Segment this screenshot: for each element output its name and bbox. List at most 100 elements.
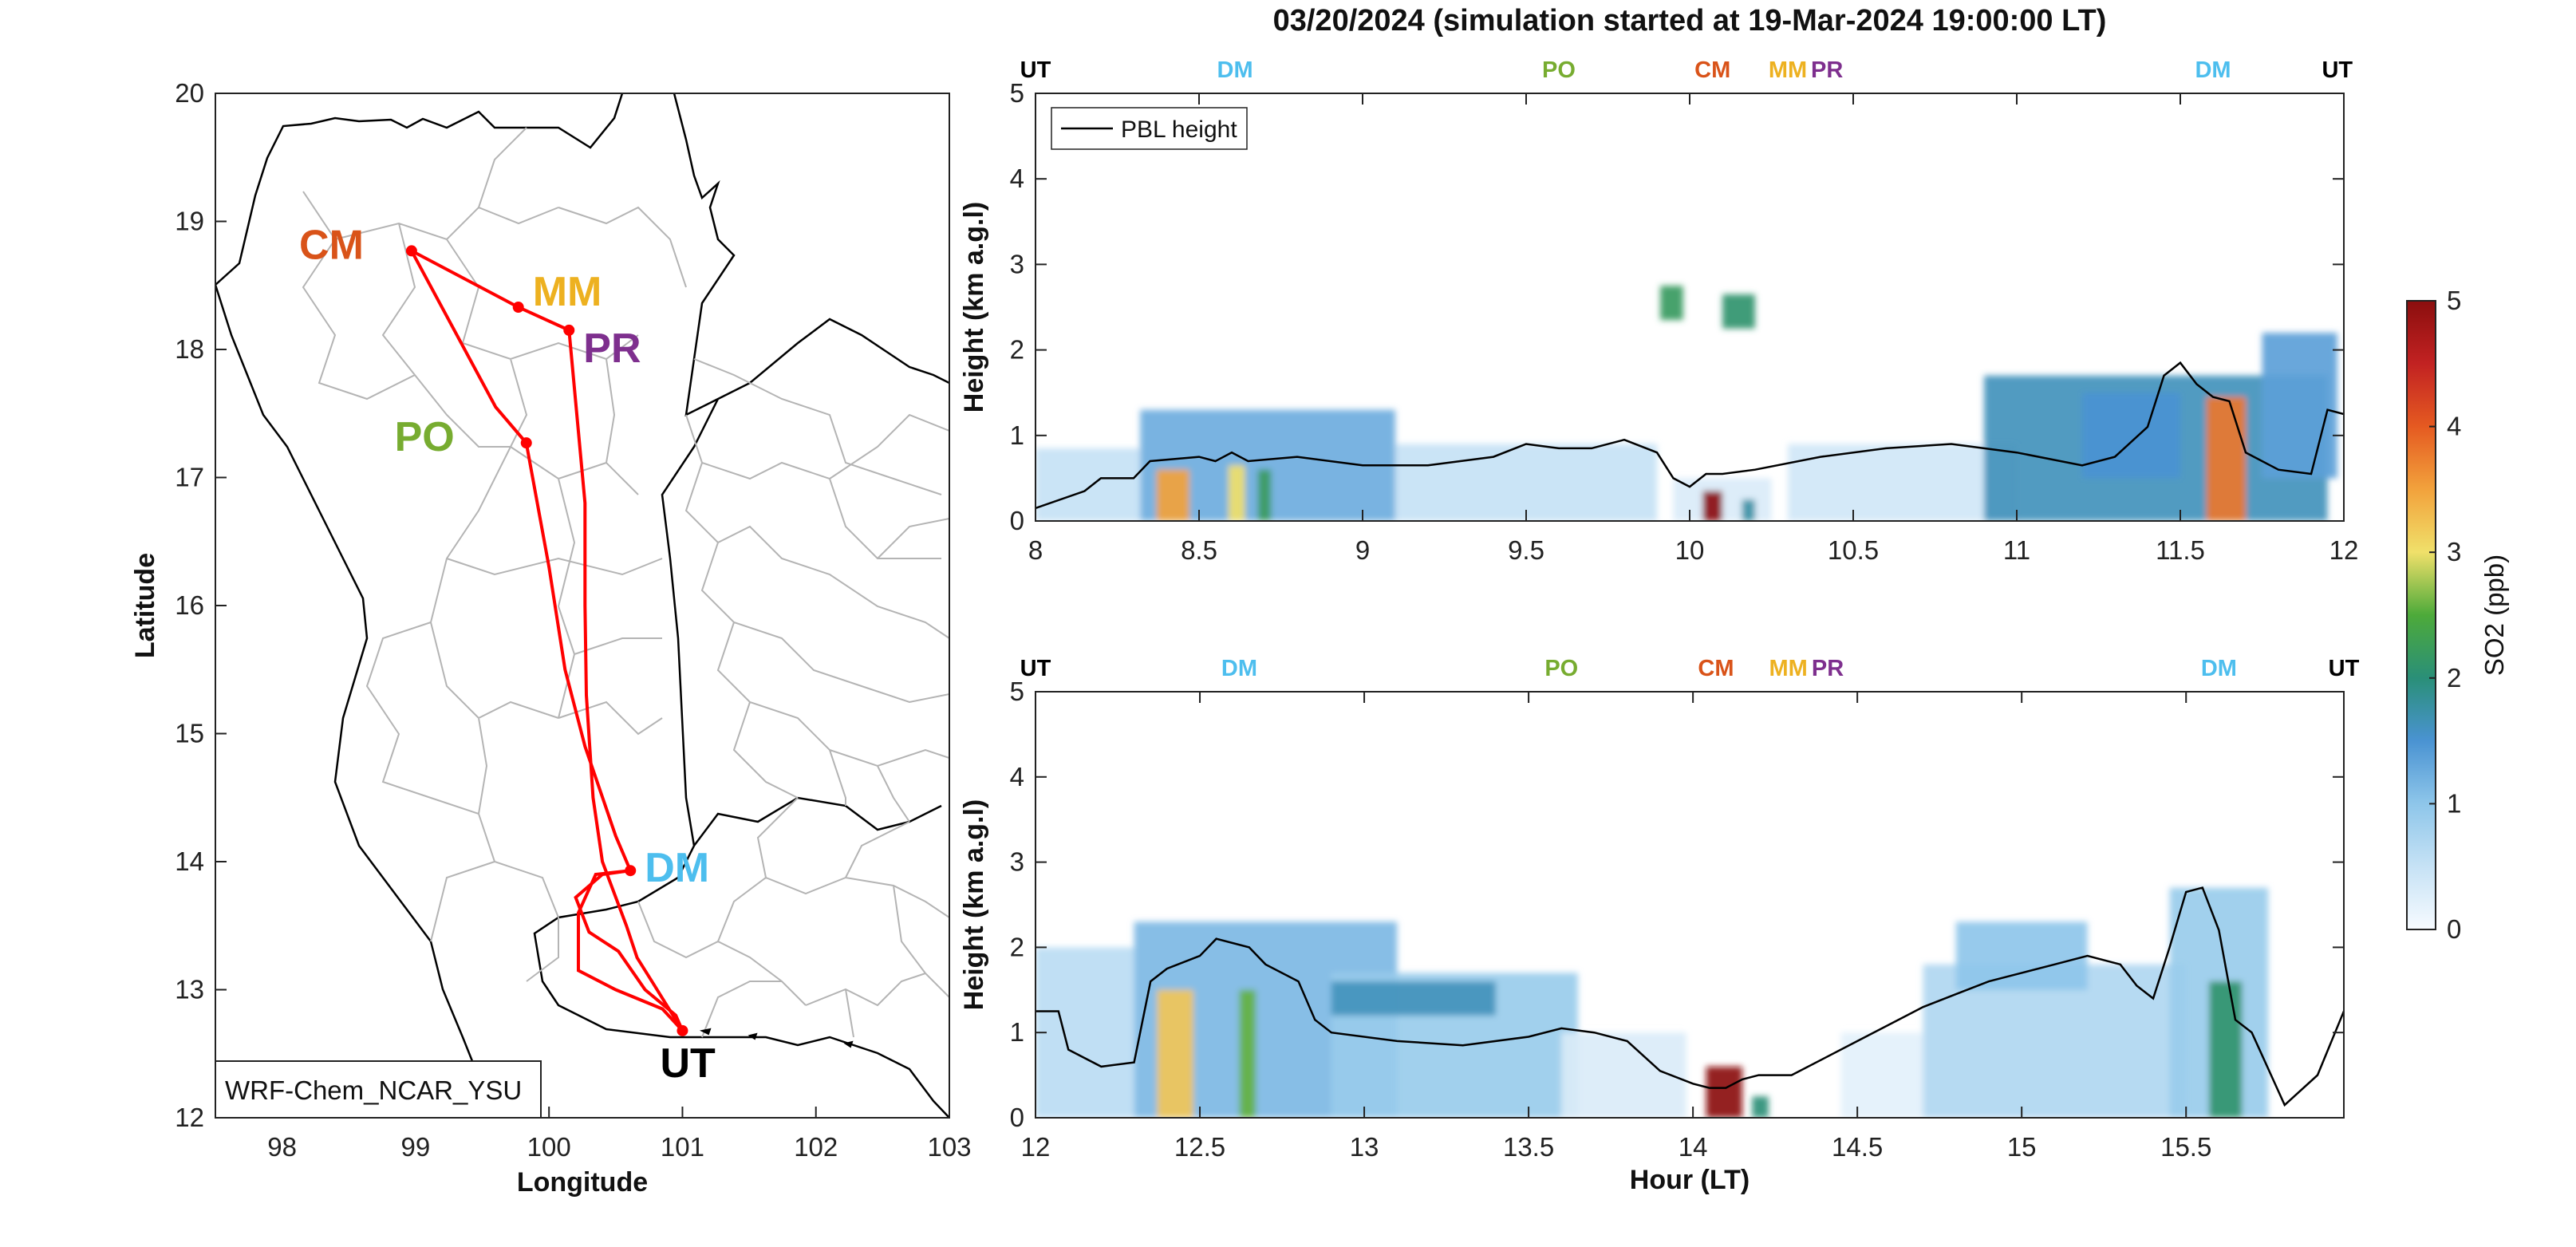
stop-label-po: PO: [395, 414, 455, 460]
xtick-label: 11: [2003, 535, 2030, 565]
so2-cell: [1156, 469, 1189, 521]
model-label: WRF-Chem_NCAR_YSU: [225, 1075, 522, 1105]
map-x-label: Longitude: [517, 1167, 648, 1198]
stop-marker-label-dm: DM: [2201, 656, 2237, 681]
xtick-label: 8: [1028, 535, 1043, 565]
map-xtick-label: 100: [527, 1132, 571, 1162]
map-ytick-label: 13: [175, 975, 204, 1004]
stop-marker-label-dm: DM: [2195, 57, 2231, 83]
xtick-label: 10.5: [1828, 535, 1879, 565]
map-xtick-label: 103: [927, 1132, 971, 1162]
stop-marker-po: [520, 437, 532, 449]
so2-cell: [1742, 499, 1755, 521]
stop-marker-dm: [625, 865, 637, 877]
stop-marker-label-ut: UT: [1020, 656, 1051, 681]
map-y-label: Latitude: [130, 553, 160, 658]
colorbar-tick-label: 3: [2447, 537, 2461, 566]
stop-label-ut: UT: [660, 1040, 716, 1087]
plot2-y-label: Height (km a.g.l): [959, 799, 989, 1010]
colorbar-tick-label: 1: [2447, 788, 2461, 818]
ytick-label: 0: [1010, 1103, 1024, 1132]
ytick-label: 1: [1010, 1017, 1024, 1047]
stop-marker-label-pr: PR: [1811, 57, 1843, 83]
ytick-label: 2: [1010, 335, 1024, 365]
so2-cell: [2082, 393, 2180, 479]
route-track-4: [577, 869, 684, 1032]
so2-cell: [1561, 1032, 1686, 1118]
xtick-label: 13: [1350, 1132, 1379, 1162]
so2-cell: [1036, 448, 1141, 521]
ytick-label: 3: [1010, 249, 1024, 278]
xtick-label: 11.5: [2156, 535, 2205, 565]
stop-label-cm: CM: [299, 222, 364, 268]
xtick-label: 9.5: [1508, 535, 1544, 565]
map-ytick-label: 19: [175, 207, 204, 236]
stop-marker-label-ut: UT: [2329, 656, 2360, 681]
xtick-label: 12: [1021, 1132, 1051, 1162]
ytick-label: 3: [1010, 847, 1024, 877]
plot1-stop-labels: UT DM PO CM MM PR DM UT: [1020, 57, 2353, 83]
stop-label-mm: MM: [533, 269, 602, 315]
stop-marker-label-dm: DM: [1221, 656, 1257, 681]
map-xtick-label: 99: [401, 1132, 431, 1162]
map-axes-background: [215, 93, 949, 1118]
stop-marker-label-dm: DM: [1217, 57, 1253, 83]
coastal-islands: [699, 1028, 854, 1048]
map-ytick-label: 15: [175, 719, 204, 748]
stop-label-pr: PR: [583, 326, 641, 372]
plot1-pbl-line: [1036, 361, 2344, 510]
ytick-label: 2: [1010, 932, 1024, 961]
map-ytick-label: 14: [175, 846, 204, 876]
so2-cell: [1752, 1096, 1769, 1118]
map-xtick-label: 98: [267, 1132, 297, 1162]
xtick-label: 15: [2007, 1132, 2037, 1162]
ytick-label: 4: [1010, 762, 1024, 791]
xtick-label: 12: [2329, 535, 2359, 565]
ytick-label: 5: [1010, 78, 1024, 108]
map-xtick-label: 101: [661, 1132, 704, 1162]
colorbar-tick-label: 2: [2447, 663, 2461, 693]
map-ytick-label: 17: [175, 463, 204, 492]
plot2-x-label: Hour (LT): [1630, 1165, 1750, 1195]
country-outline: [215, 93, 949, 1118]
map-ticks: 98 99 100 101 102 103 12 13 14 15 16 17 18 19 20: [175, 78, 971, 1162]
xtick-label: 8.5: [1181, 535, 1217, 565]
colorbar-label: SO2 (ppb): [2479, 554, 2509, 676]
route-track-3: [410, 250, 633, 871]
stop-marker-pr: [563, 324, 575, 336]
so2-cell: [1955, 921, 2088, 990]
so2-cell: [1228, 465, 1245, 521]
so2-cell: [1036, 947, 1134, 1118]
so2-cell: [2206, 397, 2246, 521]
plot2-stop-labels: UT DM PO CM MM PR DM UT: [1020, 656, 2360, 681]
so2-cell: [1395, 444, 1657, 521]
xtick-label: 12.5: [1174, 1132, 1225, 1162]
stop-label-dm: DM: [645, 845, 709, 891]
so2-cell: [1702, 491, 1722, 521]
so2-cell: [1706, 1066, 1742, 1118]
plot1-legend-label: PBL height: [1121, 116, 1237, 143]
so2-cell: [2209, 981, 2243, 1118]
stop-marker-label-mm: MM: [1769, 57, 1807, 83]
colorbar-tick-label: 0: [2447, 914, 2461, 944]
so2-cell: [2262, 333, 2337, 479]
map-boundaries: [215, 93, 949, 1118]
route-stops: CM MM PR PO DM UT: [299, 222, 716, 1086]
route-track-2: [574, 869, 684, 1032]
plot2-frame: [1035, 691, 2345, 1119]
stop-marker-mm: [512, 302, 524, 314]
colorbar-tick-label: 4: [2447, 412, 2461, 441]
map-panel: CM MM PR PO DM UT 98 99 100 101 102 103 12 13 14 15 16 1…: [130, 78, 972, 1198]
so2-cell: [1239, 989, 1256, 1118]
so2-cell: [1257, 469, 1272, 521]
so2-cell: [1840, 1032, 1923, 1118]
xtick-label: 10: [1675, 535, 1705, 565]
stop-marker-ut: [677, 1024, 688, 1036]
plot1-y-label: Height (km a.g.l): [959, 202, 989, 412]
colorbar-gradient: [2406, 300, 2436, 930]
map-ytick-label: 12: [175, 1103, 204, 1132]
